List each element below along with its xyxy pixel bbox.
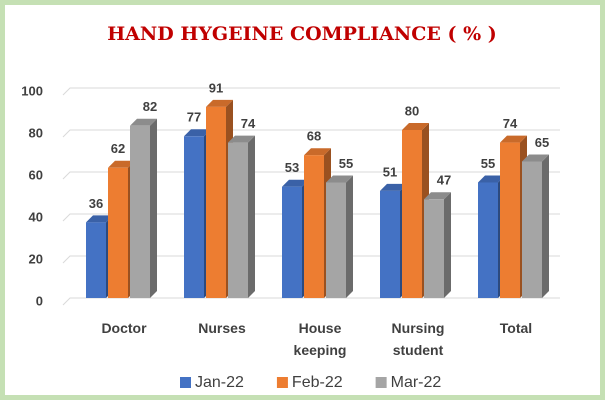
data-label: 55 [339, 156, 353, 171]
bar-side [150, 118, 157, 298]
bar-top [380, 183, 407, 191]
bar-top [522, 154, 549, 162]
x-tick-label: House keeping [293, 320, 347, 358]
data-label: 47 [437, 173, 451, 188]
legend-swatch [276, 377, 288, 388]
bar-top [304, 148, 331, 156]
grid-line [62, 129, 560, 138]
bar-side [248, 135, 255, 298]
bar-top [478, 175, 505, 183]
bar-top [500, 135, 527, 143]
legend-label: Feb-22 [292, 374, 343, 391]
bar-top [282, 179, 309, 187]
bar-side [346, 175, 353, 298]
x-tick-label: Nurses [198, 320, 246, 336]
bar [500, 142, 520, 298]
bar-top [402, 123, 429, 130]
bar-side [542, 154, 549, 298]
legend-swatch [180, 377, 191, 388]
x-tick-label: Doctor [101, 320, 147, 336]
bar [424, 199, 444, 298]
bar-top [326, 175, 353, 183]
data-label: 55 [481, 156, 495, 171]
bar [206, 106, 226, 299]
bar [380, 190, 400, 298]
bar [326, 182, 346, 298]
data-label: 62 [111, 141, 125, 156]
bar [304, 155, 324, 298]
bar [228, 142, 248, 298]
bar [108, 167, 128, 298]
bar [184, 136, 204, 298]
y-tick-label: 100 [21, 83, 43, 98]
y-tick-label: 0 [36, 293, 43, 308]
grid-line [62, 87, 560, 96]
bar [402, 130, 422, 298]
y-tick-label: 80 [29, 125, 43, 140]
x-tick-label: Total [499, 320, 533, 336]
bar [478, 182, 498, 298]
bar [522, 161, 542, 298]
bar-side [444, 192, 451, 298]
data-label: 53 [285, 160, 299, 175]
bar-top [424, 192, 451, 200]
grid-line [62, 171, 560, 180]
bar-top [206, 99, 233, 107]
grid-line [62, 297, 560, 306]
y-tick-label: 20 [29, 251, 43, 266]
bar-top [130, 118, 157, 126]
data-label: 68 [307, 129, 321, 144]
data-label: 80 [405, 103, 419, 118]
bar-top [184, 129, 211, 137]
data-label: 36 [89, 196, 103, 211]
data-label: 77 [187, 110, 201, 125]
x-tick-label: Nursing student [391, 320, 445, 358]
data-label: 91 [209, 80, 223, 95]
legend-label: Mar-22 [391, 374, 442, 391]
bar-top [108, 160, 135, 168]
bar [130, 125, 150, 298]
data-label: 74 [241, 116, 256, 131]
bar [86, 222, 106, 298]
data-label: 74 [503, 116, 518, 131]
bar-top [86, 215, 113, 223]
legend-label: Jan-22 [195, 374, 244, 391]
y-tick-label: 60 [29, 167, 43, 182]
bar [282, 186, 302, 298]
data-label: 65 [535, 135, 549, 150]
bar-top [228, 135, 255, 143]
data-label: 82 [143, 99, 157, 114]
legend-swatch [375, 377, 387, 388]
data-label: 51 [383, 164, 397, 179]
y-tick-label: 40 [29, 209, 43, 224]
chart: HAND HYGEINE COMPLIANCE ( % ) 0 20 40 60 80 1… [21, 23, 560, 391]
chart-title: HAND HYGEINE COMPLIANCE ( % ) [107, 23, 497, 45]
